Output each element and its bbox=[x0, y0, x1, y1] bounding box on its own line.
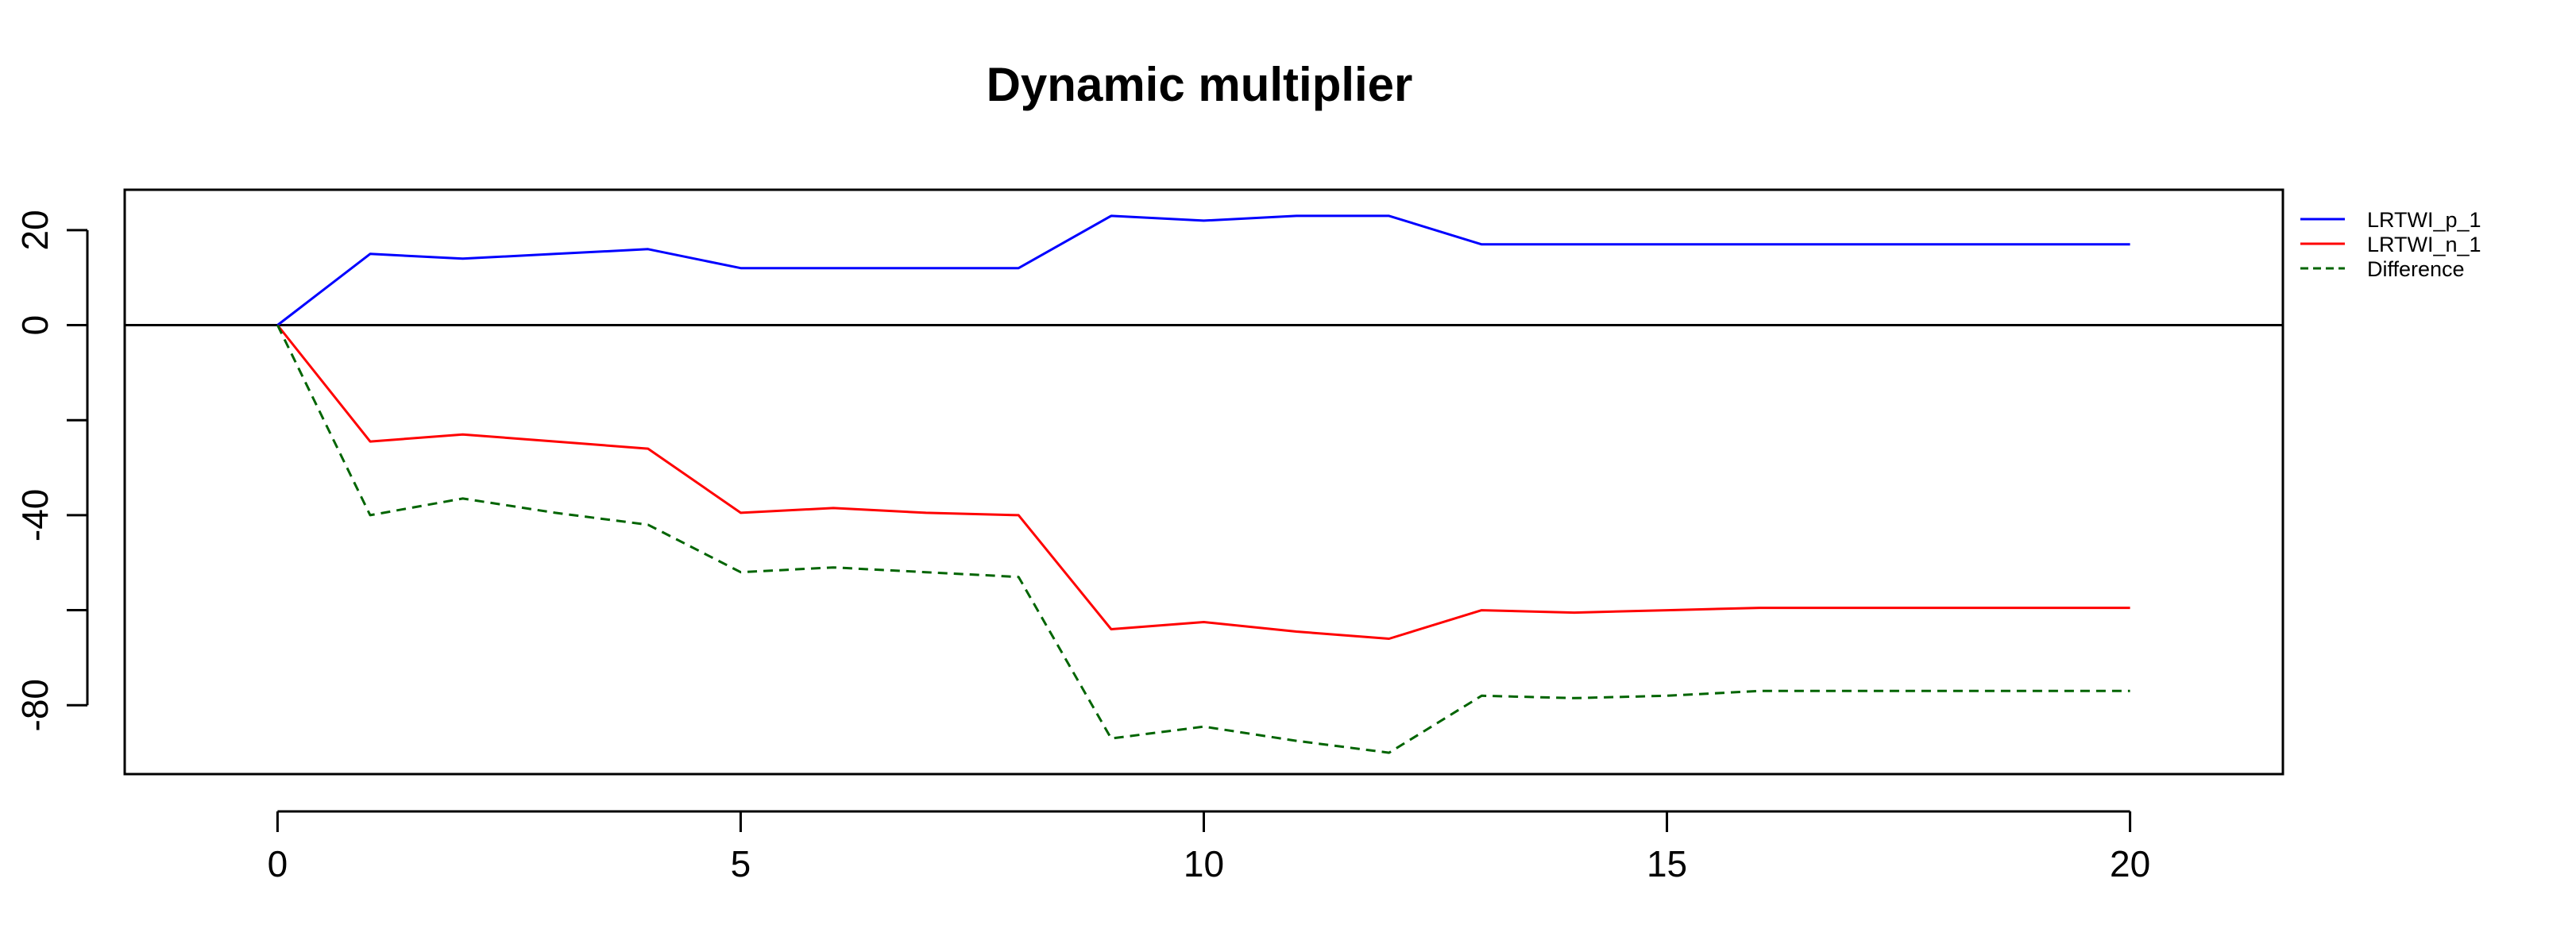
legend-label: Difference bbox=[2367, 257, 2465, 281]
series-lines bbox=[276, 214, 2130, 754]
legend-label: LRTWI_n_1 bbox=[2367, 233, 2481, 256]
x-tick-label: 0 bbox=[268, 843, 288, 884]
x-tick-label: 15 bbox=[1647, 843, 1687, 884]
series-line-difference bbox=[276, 324, 2130, 754]
y-axis: 20 0 -40 -80 bbox=[14, 210, 89, 731]
x-axis: 0 5 10 15 20 bbox=[268, 810, 2150, 884]
y-tick-label: -40 bbox=[14, 489, 56, 541]
chart-title: Dynamic multiplier bbox=[987, 58, 1413, 111]
x-tick-label: 5 bbox=[731, 843, 751, 884]
series-line-lrtwi-n-1 bbox=[276, 324, 2130, 640]
y-tick-label: -80 bbox=[14, 679, 56, 731]
y-tick-label: 20 bbox=[14, 210, 56, 250]
y-tick-label: 0 bbox=[14, 315, 56, 336]
x-tick-label: 10 bbox=[1184, 843, 1224, 884]
plot-area-frame bbox=[123, 188, 2284, 776]
series-line-lrtwi-p-1 bbox=[276, 214, 2130, 326]
x-tick-label: 20 bbox=[2110, 843, 2150, 884]
legend-label: LRTWI_p_1 bbox=[2367, 208, 2481, 232]
